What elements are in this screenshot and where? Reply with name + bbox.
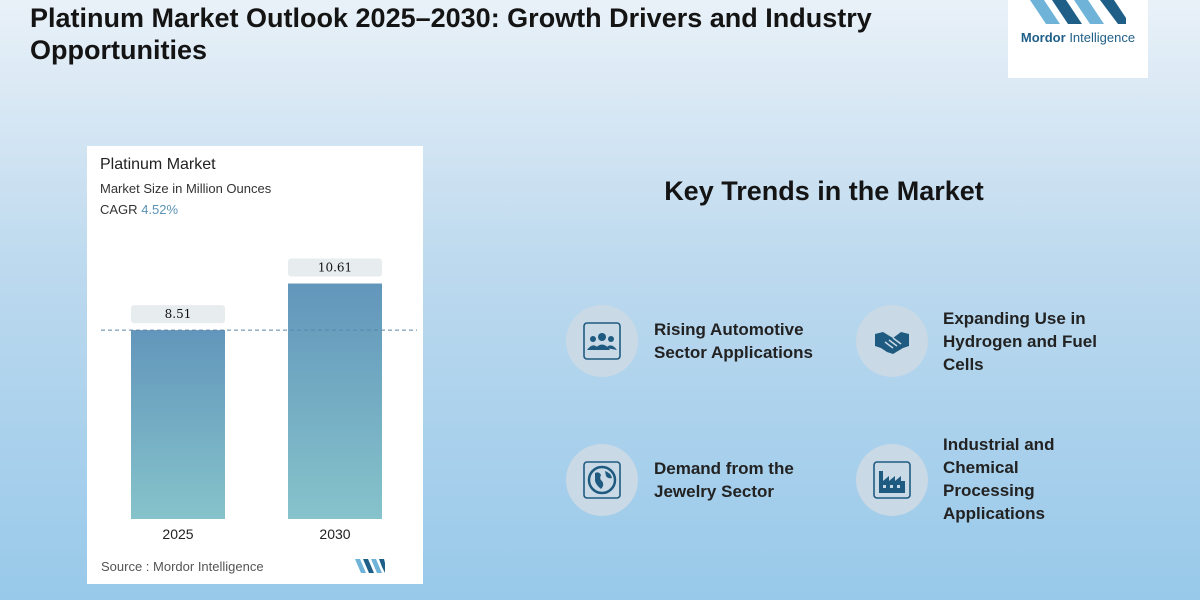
page-title: Platinum Market Outlook 2025–2030: Growt…: [30, 3, 872, 65]
value-label-bg: [288, 258, 382, 277]
bar-2030: [288, 283, 382, 519]
bar-chart: 8.51 2025 10.61 2030: [101, 258, 417, 542]
chart-subtitle: Market Size in Million Ounces: [100, 181, 272, 196]
trend-icon-circle: [566, 444, 638, 516]
logo-wordmark: Mordor Intelligence: [1020, 30, 1136, 45]
globe-icon: [583, 461, 621, 499]
category-label: 2025: [162, 526, 193, 542]
cagr-value: 4.52%: [141, 202, 179, 217]
mordor-logo: Mordor Intelligence: [1008, 0, 1148, 78]
handshake-icon: [875, 332, 909, 354]
people-group-icon: [583, 322, 621, 360]
trend-icon-circle: [856, 305, 928, 377]
chart-title: Platinum Market: [100, 156, 216, 173]
value-label-bg: [131, 305, 225, 324]
trend-label-jewelry: Demand from the Jewelry Sector: [654, 459, 794, 501]
value-label: 10.61: [318, 261, 352, 275]
cagr-label: CAGR: [100, 202, 138, 217]
factory-icon: [873, 461, 911, 499]
trends-title: Key Trends in the Market: [664, 176, 984, 206]
trend-label-hydrogen: Expanding Use in Hydrogen and Fuel Cells: [943, 309, 1097, 374]
trend-icon-circle: [566, 305, 638, 377]
mini-logo-icon: [355, 559, 385, 573]
cagr-row: CAGR 4.52%: [100, 202, 178, 217]
trend-label-industrial: Industrial and Chemical Processing Appli…: [943, 435, 1055, 523]
bar-2025: [131, 330, 225, 519]
value-label: 8.51: [165, 307, 192, 321]
trend-label-automotive: Rising Automotive Sector Applications: [654, 320, 814, 362]
category-label: 2030: [319, 526, 350, 542]
logo-mark-icon: [1030, 0, 1126, 24]
trend-icon-circle: [856, 444, 928, 516]
chart-card: Platinum Market Market Size in Million O…: [87, 146, 423, 584]
chart-source: Source : Mordor Intelligence: [101, 559, 264, 574]
